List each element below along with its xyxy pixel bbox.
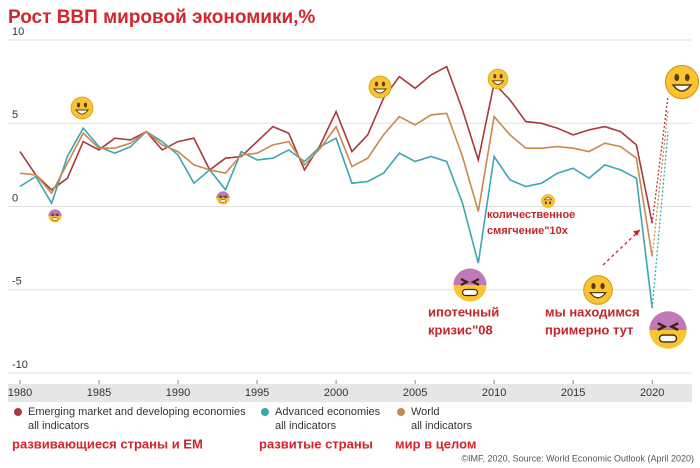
legend-note: мир в целом xyxy=(395,436,476,451)
x-axis-band xyxy=(8,384,692,402)
legend-swatch xyxy=(261,408,269,416)
annotation: смягчение"10x xyxy=(487,225,569,237)
series-line xyxy=(19,65,653,224)
legend-label: World xyxy=(411,406,440,418)
forecast-line xyxy=(651,131,669,309)
x-tick-label: 1980 xyxy=(8,387,32,399)
y-tick-label: 0 xyxy=(12,192,18,204)
emojis xyxy=(47,64,700,350)
forecast-line xyxy=(651,96,669,224)
x-tick-label: 1990 xyxy=(166,387,190,399)
y-tick-label: -10 xyxy=(12,359,28,371)
x-tick-label: 2010 xyxy=(482,387,506,399)
annotation: количественное xyxy=(487,209,575,221)
x-tick-label: 2005 xyxy=(403,387,427,399)
x-tick-label: 2000 xyxy=(324,387,348,399)
legend-label: Advanced economies xyxy=(275,406,381,418)
x-tick-label: 1995 xyxy=(245,387,269,399)
y-tick-label: 5 xyxy=(12,109,18,121)
legend-swatch xyxy=(14,408,22,416)
legend-sublabel: all indicators xyxy=(411,420,473,432)
annotation: ипотечный xyxy=(428,304,499,319)
annotation: кризис"08 xyxy=(428,322,493,337)
legend-sublabel: all indicators xyxy=(28,420,90,432)
legend-sublabel: all indicators xyxy=(275,420,337,432)
legend-swatch xyxy=(397,408,405,416)
legend-label: Emerging market and developing economies xyxy=(28,406,246,418)
annotation: мы находимся xyxy=(545,304,640,319)
legend-note: развивающиеся страны и ЕМ xyxy=(12,436,203,451)
y-tick-label: 10 xyxy=(12,26,24,38)
x-tick-label: 2020 xyxy=(640,387,664,399)
source: ©IMF, 2020, Source: World Economic Outlo… xyxy=(461,453,694,463)
series-line xyxy=(19,112,653,257)
x-tick-label: 2015 xyxy=(561,387,585,399)
forecast-line xyxy=(651,109,669,257)
legend-note: развитые страны xyxy=(259,436,373,451)
chart-title: Рост ВВП мировой экономики,% xyxy=(8,7,315,28)
series-line xyxy=(19,126,653,309)
x-tick-label: 1985 xyxy=(87,387,111,399)
y-tick-label: -5 xyxy=(12,276,22,288)
annotation: примерно тут xyxy=(545,322,633,337)
